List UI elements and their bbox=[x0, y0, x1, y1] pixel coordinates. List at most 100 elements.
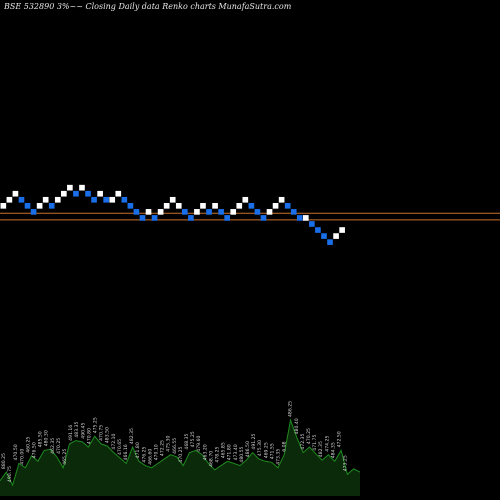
renko-brick-down bbox=[73, 190, 79, 197]
renko-brick-up bbox=[163, 203, 170, 209]
renko-brick-down bbox=[206, 209, 212, 215]
renko-brick-down bbox=[218, 209, 224, 215]
renko-brick-up bbox=[42, 196, 49, 203]
volume-label: 490.45 bbox=[80, 423, 86, 439]
volume-label: 470.80 bbox=[86, 428, 92, 444]
volume-label: 880.25 bbox=[1, 453, 7, 469]
renko-brick-up bbox=[212, 203, 218, 209]
renko-brick-up bbox=[200, 203, 206, 209]
volume-label: 470.25 bbox=[56, 438, 62, 454]
renko-brick-down bbox=[188, 215, 194, 221]
renko-brick-down bbox=[127, 203, 134, 209]
volume-label: 466.60 bbox=[147, 449, 153, 465]
renko-brick-down bbox=[103, 196, 109, 203]
volume-label: 468.35 bbox=[184, 433, 190, 449]
volume-label: 469.25 bbox=[263, 442, 269, 458]
renko-brick-up bbox=[169, 196, 176, 203]
renko-brick-down bbox=[85, 190, 91, 197]
renko-brick-up bbox=[36, 203, 43, 209]
volume-label: 483.50 bbox=[105, 427, 111, 443]
volume-line bbox=[0, 418, 361, 487]
volume-label: 474.25 bbox=[324, 436, 330, 452]
volume-label: 475.30 bbox=[257, 440, 263, 456]
volume-label: 486.50 bbox=[245, 441, 251, 457]
volume-label: 466.16 bbox=[123, 444, 129, 460]
renko-brick-up bbox=[109, 196, 116, 203]
renko-brick-down bbox=[151, 215, 158, 221]
volume-label: 475.30 bbox=[166, 436, 172, 452]
volume-label: 490.75 bbox=[7, 466, 13, 482]
renko-brick-up bbox=[12, 190, 19, 197]
renko-brick-down bbox=[290, 209, 297, 215]
renko-brick-up bbox=[97, 190, 103, 197]
volume-label: 476.50 bbox=[32, 442, 38, 458]
volume-label: 480.40 bbox=[294, 418, 300, 434]
renko-brick-up bbox=[194, 209, 200, 215]
volume-label: 472.25 bbox=[160, 440, 166, 456]
volume-area bbox=[0, 418, 361, 496]
volume-label: 491.25 bbox=[251, 433, 257, 449]
volume-label: 470.65 bbox=[117, 439, 123, 455]
volume-label: 465.25 bbox=[62, 449, 68, 465]
volume-label: 473.25 bbox=[343, 455, 349, 471]
renko-brick-down bbox=[139, 215, 146, 221]
reference-lines bbox=[0, 212, 500, 221]
renko-brick-down bbox=[254, 209, 261, 215]
renko-brick-up bbox=[54, 196, 61, 203]
renko-brick-up bbox=[272, 203, 279, 209]
renko-brick-up bbox=[115, 190, 122, 197]
renko-brick-up bbox=[303, 215, 309, 221]
volume-label: 485.50 bbox=[38, 431, 44, 447]
volume-label: 472.35 bbox=[300, 433, 306, 449]
renko-brick-up bbox=[0, 203, 7, 209]
volume-label: 472.10 bbox=[111, 433, 117, 449]
renko-brick-down bbox=[224, 215, 230, 221]
renko-brick-down bbox=[24, 203, 31, 209]
volume-label: 491.16 bbox=[68, 425, 74, 441]
volume-label: 483.35 bbox=[74, 421, 80, 437]
renko-brick-up bbox=[230, 209, 237, 215]
volume-label: 486.25 bbox=[288, 401, 294, 417]
volume-label: 472.50 bbox=[337, 431, 343, 447]
renko-brick-up bbox=[236, 203, 243, 209]
renko-brick-up bbox=[175, 203, 182, 209]
renko-brick-up bbox=[6, 196, 13, 203]
renko-brick-down bbox=[18, 196, 25, 203]
volume-label: 470.10 bbox=[154, 444, 160, 460]
volume-label: 470.50 bbox=[13, 444, 19, 460]
volume-label: 475.25 bbox=[93, 417, 99, 433]
volume-label: 460.25 bbox=[25, 437, 31, 453]
renko-brick-up bbox=[79, 184, 85, 191]
renko-brick-down bbox=[327, 239, 333, 245]
renko-brick-down bbox=[321, 233, 327, 239]
volume-label: 471.75 bbox=[312, 435, 318, 451]
volume-label: 480.30 bbox=[44, 430, 50, 446]
renko-brick-up bbox=[266, 209, 273, 215]
volume-label: 473.35 bbox=[276, 449, 282, 465]
volume-label: 468.70 bbox=[208, 451, 214, 467]
renko-bricks bbox=[0, 184, 345, 245]
renko-brick-down bbox=[121, 196, 128, 203]
volume-label: 470.75 bbox=[99, 425, 105, 441]
renko-brick-up bbox=[145, 209, 152, 215]
volume-label: 482.35 bbox=[129, 428, 135, 444]
renko-brick-up bbox=[339, 227, 345, 233]
renko-brick-up bbox=[61, 190, 67, 197]
renko-brick-down bbox=[315, 227, 321, 233]
renko-brick-up bbox=[333, 233, 339, 239]
volume-label: 484.35 bbox=[330, 442, 336, 458]
renko-brick-up bbox=[67, 184, 73, 191]
renko-brick-down bbox=[133, 209, 140, 215]
volume-label: 476.25 bbox=[141, 446, 147, 462]
renko-brick-down bbox=[260, 215, 267, 221]
renko-brick-down bbox=[248, 203, 255, 209]
chart-title: BSE 532890 3%~~ Closing Daily data Renko… bbox=[4, 2, 292, 11]
volume-label: 471.80 bbox=[135, 442, 141, 458]
renko-brick-down bbox=[48, 203, 55, 209]
volume-label: 470.00 bbox=[19, 449, 25, 465]
renko-brick-down bbox=[296, 215, 303, 221]
volume-label: 471.55 bbox=[269, 443, 275, 459]
